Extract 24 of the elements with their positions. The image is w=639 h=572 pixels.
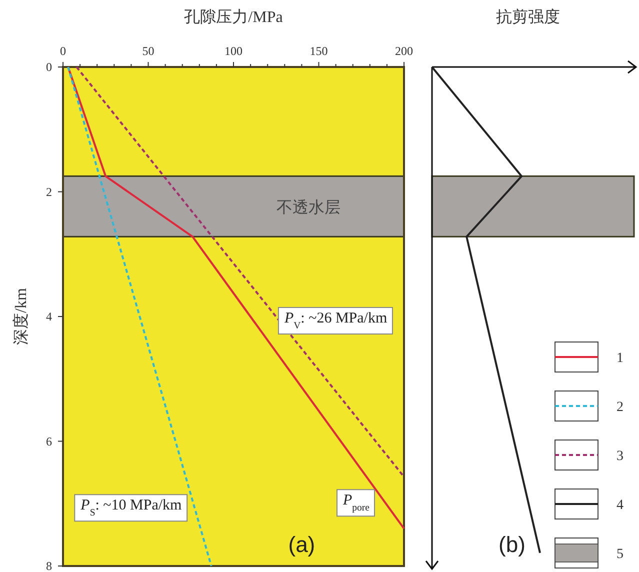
annotation: P$_{V}$: ~26 MPa/km xyxy=(283,310,388,331)
y-tick-label: 6 xyxy=(46,434,52,448)
annotation: P$_{S}$: ~10 MPa/km xyxy=(80,498,182,518)
x-axis-title: 抗剪强度 xyxy=(496,8,560,26)
band-label: 不透水层 xyxy=(276,198,341,216)
x-axis-title: 孔隙压力/MPa xyxy=(184,8,283,26)
x-tick-label: 50 xyxy=(142,44,154,58)
x-tick-label: 200 xyxy=(395,44,413,58)
legend-label: 4 xyxy=(616,498,624,513)
y-tick-label: 4 xyxy=(46,310,52,324)
x-tick-label: 150 xyxy=(310,44,328,58)
annotation: P$_{pore}$ xyxy=(342,492,370,514)
y-tick-label: 8 xyxy=(46,559,52,572)
y-axis-title: 深度/km xyxy=(12,288,30,345)
y-tick-label: 2 xyxy=(46,184,52,199)
y-tick-label: 0 xyxy=(46,60,52,74)
annotation: (b) xyxy=(498,532,526,557)
legend-label: 3 xyxy=(616,449,624,464)
annotation: (a) xyxy=(288,532,316,557)
legend-label: 2 xyxy=(616,400,624,415)
x-tick-label: 100 xyxy=(224,44,242,58)
legend-label: 1 xyxy=(616,351,624,366)
legend-label: 5 xyxy=(616,547,624,562)
x-tick-label: 0 xyxy=(60,44,66,58)
